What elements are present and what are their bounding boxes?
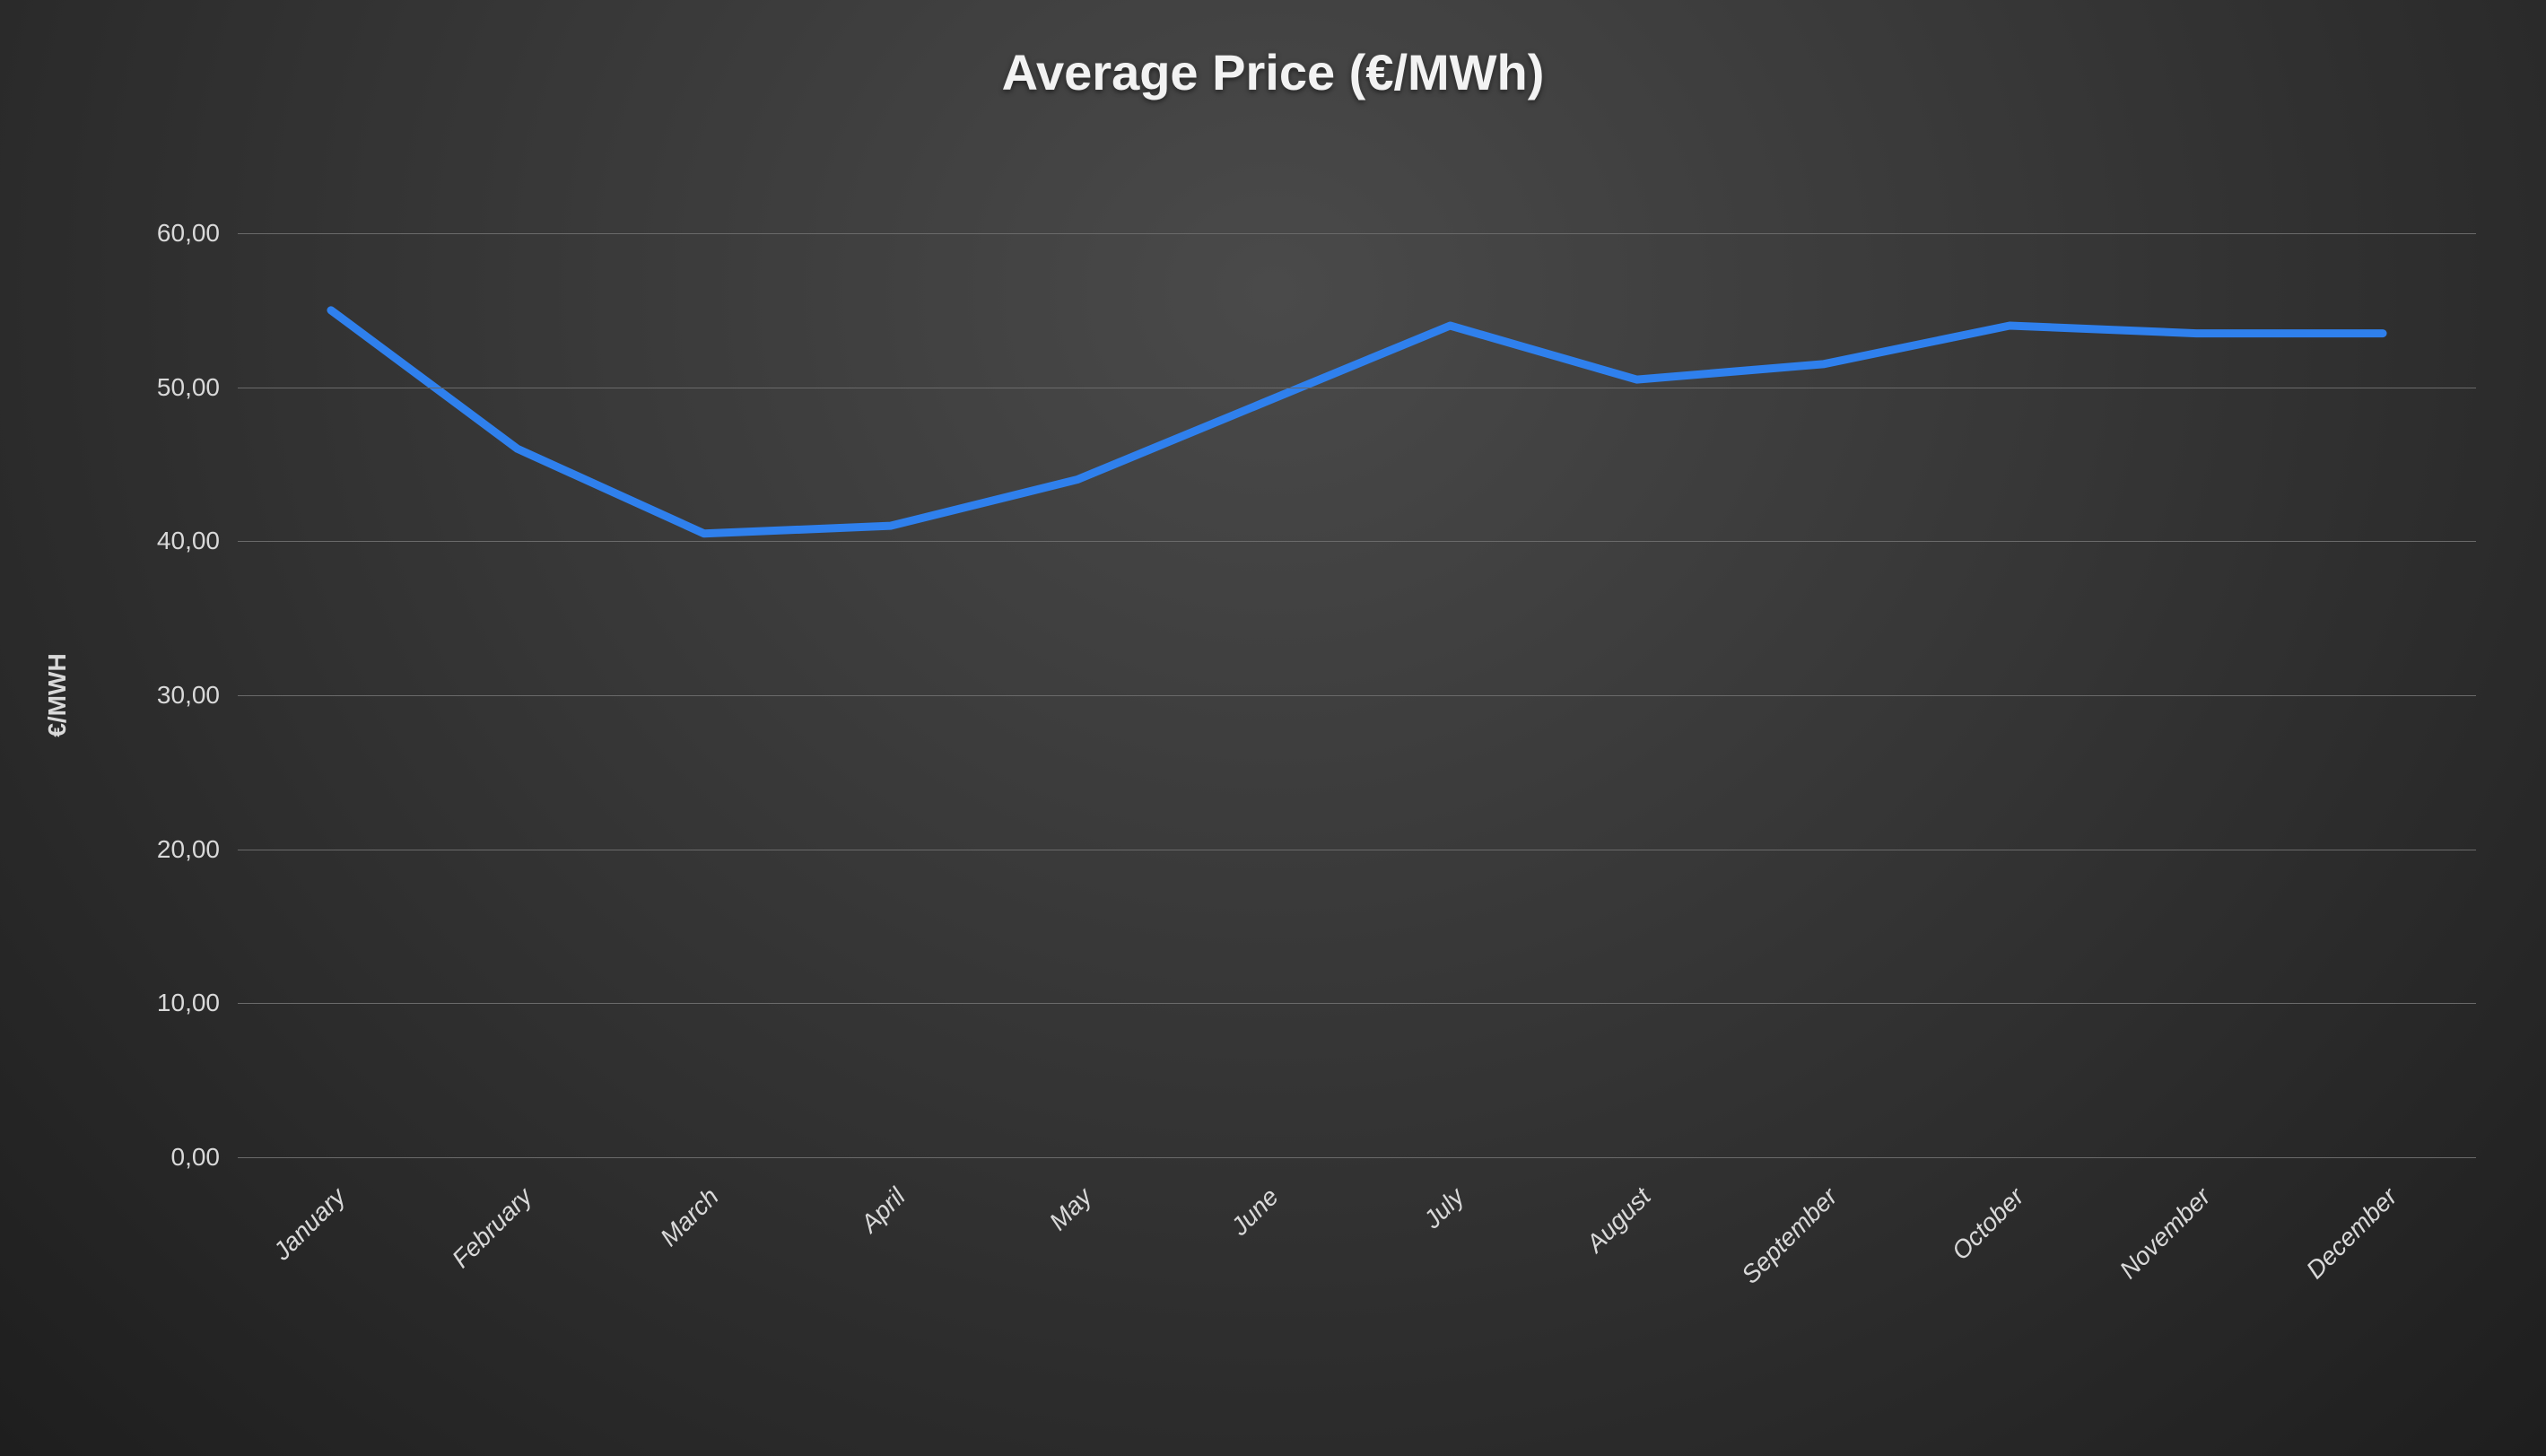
y-axis-title: €/MWH (43, 653, 72, 737)
gridline (238, 1003, 2476, 1004)
gridline (238, 1157, 2476, 1158)
price-line (331, 310, 2383, 534)
gridline (238, 541, 2476, 542)
x-tick-label: April (855, 1182, 911, 1238)
x-tick-label: May (1043, 1182, 1097, 1236)
x-tick-label: December (2301, 1182, 2403, 1285)
x-tick-label: October (1947, 1182, 2030, 1266)
chart-container: Average Price (€/MWh) €/MWH 0,00 10,00 20,… (0, 0, 2546, 1456)
y-tick-label: 0,00 (171, 1143, 221, 1172)
x-tick-label: November (2114, 1182, 2217, 1285)
y-tick-label: 10,00 (157, 989, 220, 1017)
x-tick-label: March (655, 1182, 725, 1252)
y-tick-label: 50,00 (157, 373, 220, 402)
x-tick-label: August (1582, 1182, 1657, 1258)
y-tick-label: 30,00 (157, 681, 220, 710)
y-tick-label: 60,00 (157, 219, 220, 248)
y-tick-label: 40,00 (157, 527, 220, 555)
y-tick-label: 20,00 (157, 835, 220, 864)
x-tick-label: January (268, 1182, 352, 1266)
chart-title: Average Price (€/MWh) (1002, 43, 1545, 101)
x-tick-label: February (447, 1182, 538, 1274)
gridline (238, 695, 2476, 696)
x-tick-label: September (1736, 1182, 1843, 1289)
x-tick-label: June (1225, 1182, 1285, 1242)
gridline (238, 233, 2476, 234)
x-tick-label: July (1418, 1182, 1470, 1234)
